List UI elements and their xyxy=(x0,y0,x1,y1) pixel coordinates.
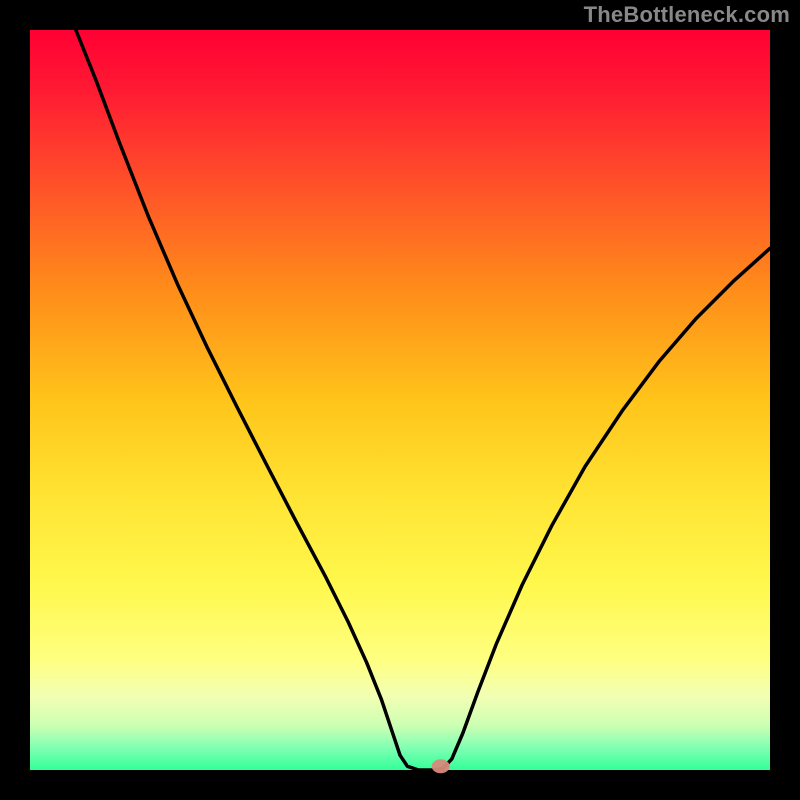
chart-frame: TheBottleneck.com xyxy=(0,0,800,800)
optimal-point-marker xyxy=(432,759,450,773)
bottleneck-chart xyxy=(0,0,800,800)
chart-background xyxy=(30,30,770,770)
watermark-text: TheBottleneck.com xyxy=(584,2,790,28)
